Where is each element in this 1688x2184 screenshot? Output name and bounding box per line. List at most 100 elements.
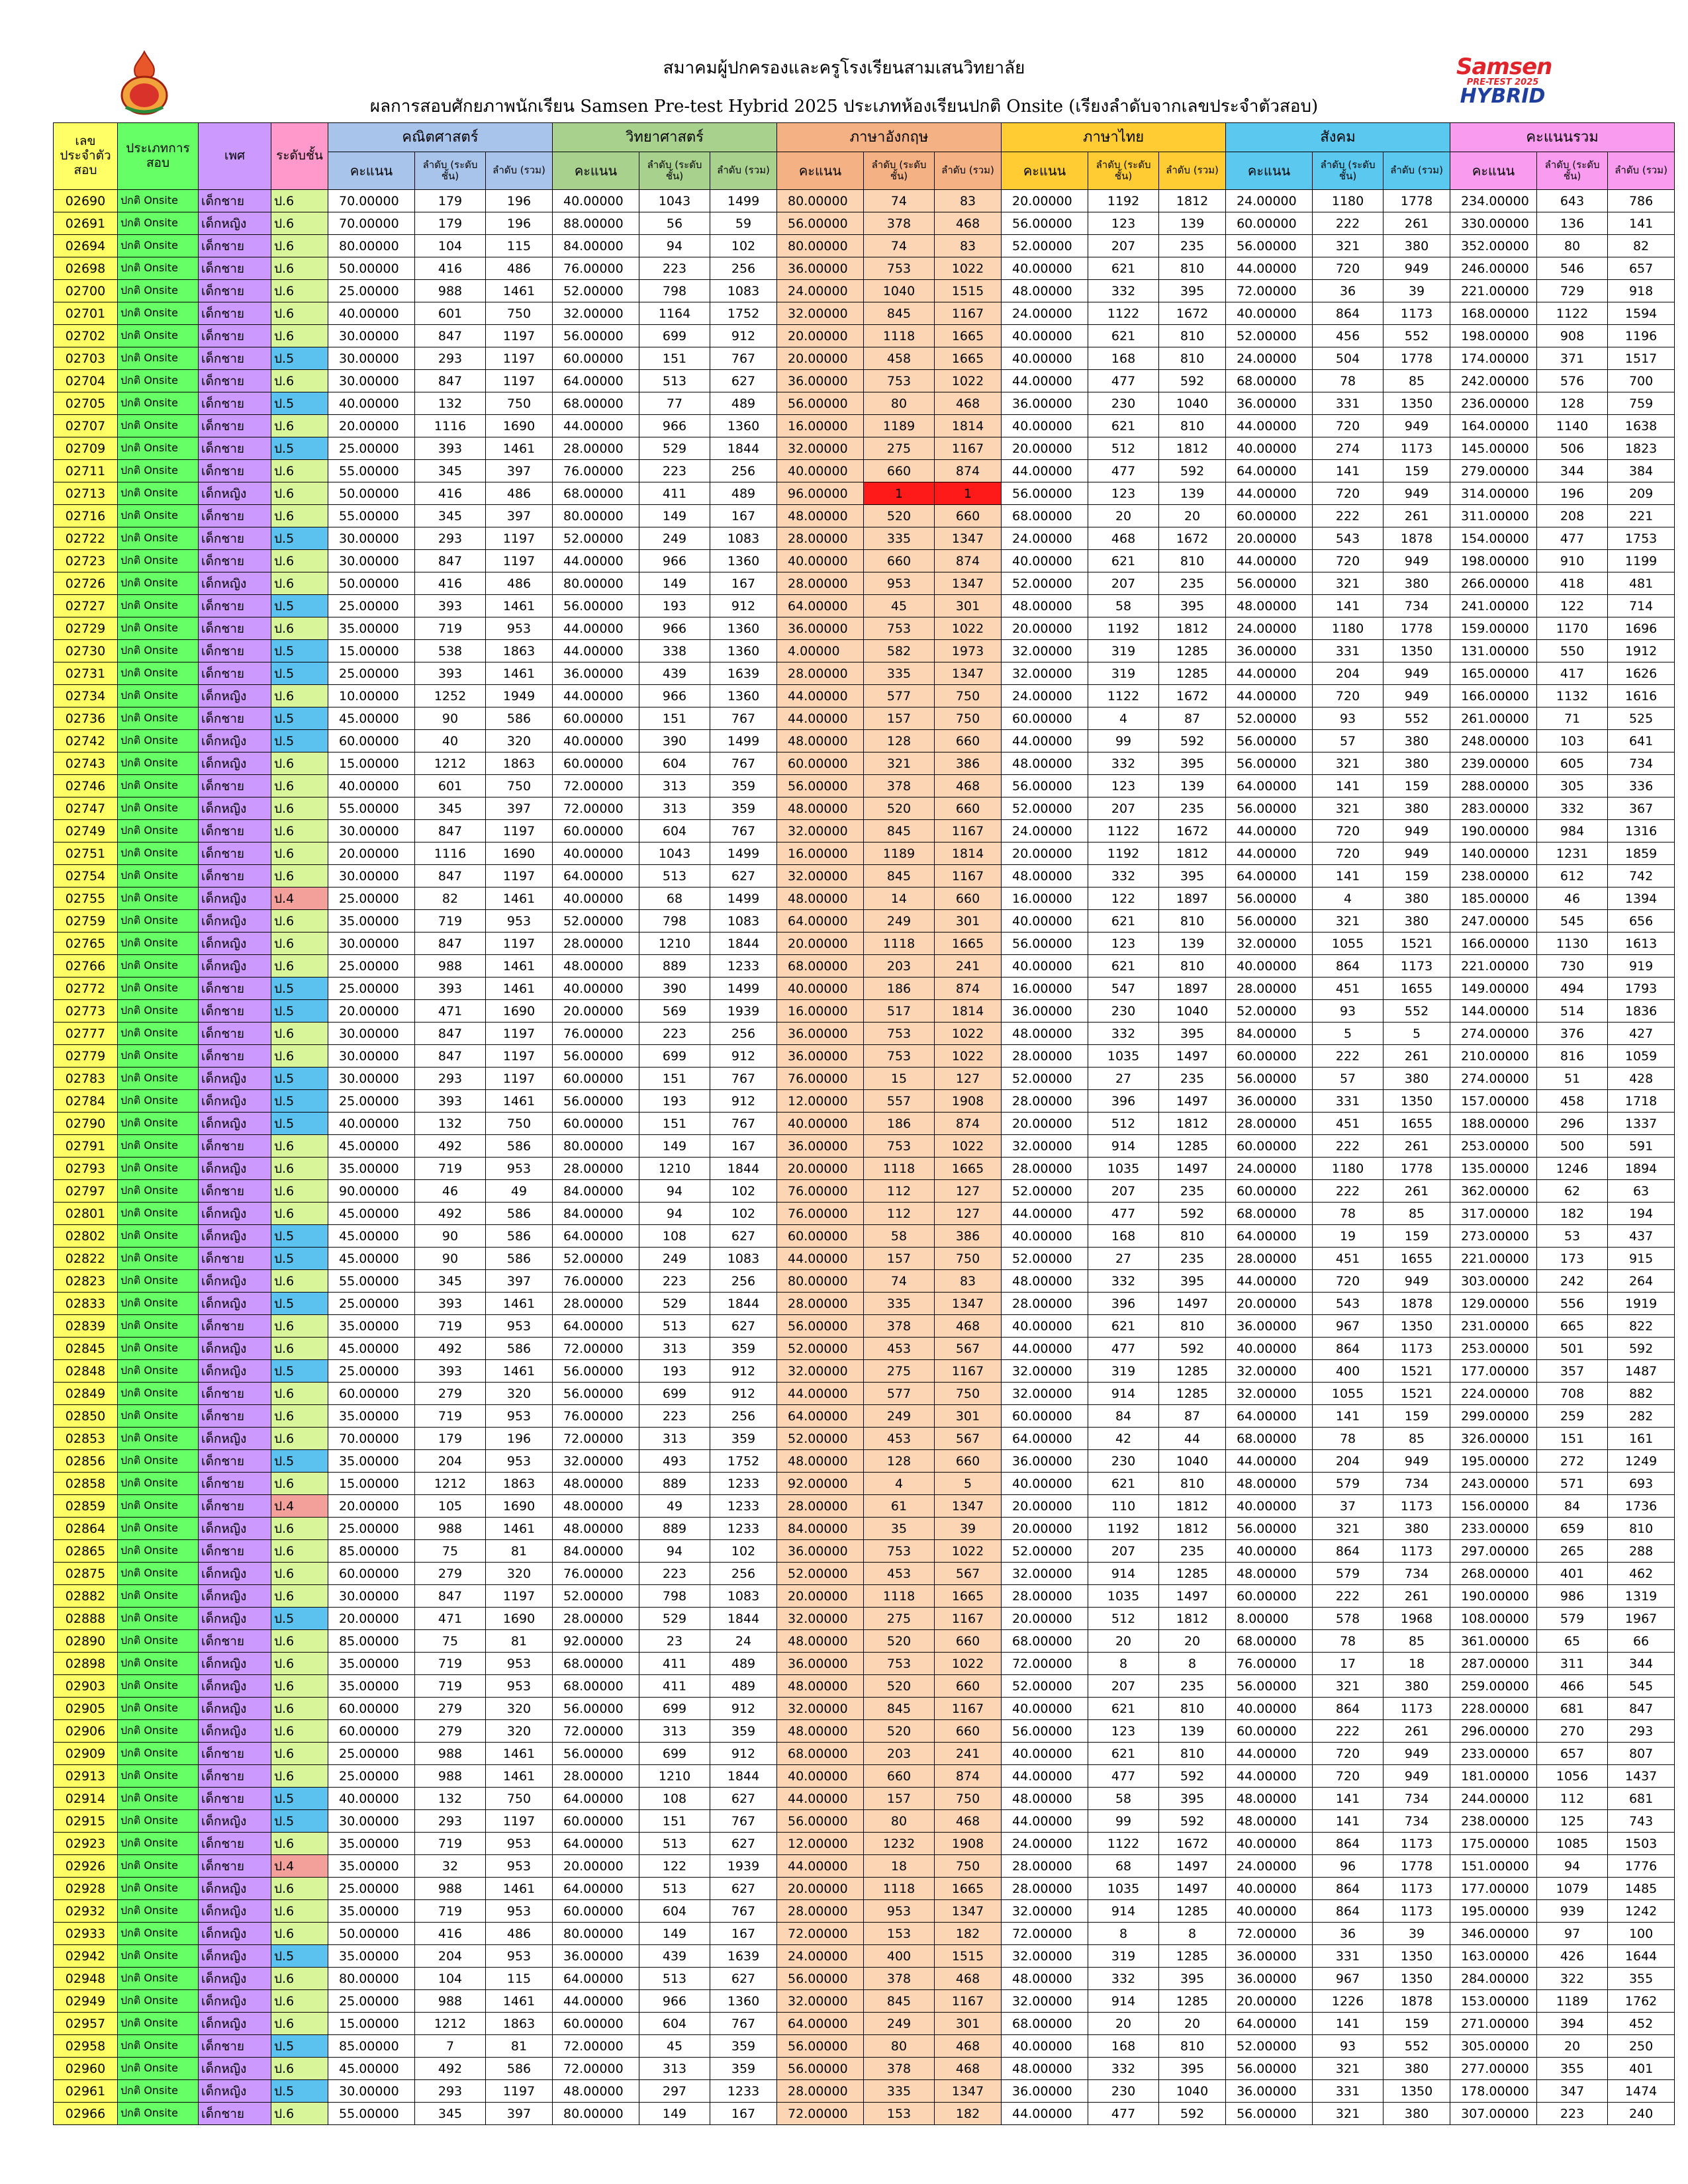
score-cell: 40.00000 (776, 549, 865, 572)
score-cell: 28.00000 (776, 527, 865, 550)
rank-cell: 847 (414, 1044, 486, 1068)
student-row: 02755 ปกติ Onsite เด็กหญิง ป.4 25.00000 82 146… (53, 887, 1675, 910)
rank-cell: 466 (1536, 1674, 1609, 1698)
score-cell: 16.00000 (1001, 887, 1089, 910)
score-cell: 20.00000 (1001, 1494, 1089, 1518)
score-cell: 15.00000 (328, 2012, 415, 2035)
cell-type: ปกติ Onsite (117, 1494, 199, 1518)
rank-cell: 230 (1088, 392, 1160, 415)
score-cell: 56.00000 (552, 1697, 639, 1720)
rank-cell: 1812 (1158, 1112, 1227, 1135)
rank-cell: 321 (1312, 572, 1384, 595)
student-row: 02822 ปกติ Onsite เด็กชาย ป.5 45.00000 90 586 5… (53, 1247, 1675, 1270)
score-cell: 72.00000 (552, 1719, 639, 1743)
cell-gender: เด็กหญิง (198, 1584, 271, 1608)
score-cell: 30.00000 (328, 2079, 415, 2103)
rank-cell: 209 (1607, 482, 1675, 505)
cell-level: ป.6 (271, 1022, 328, 1045)
rank-cell: 397 (485, 797, 553, 820)
cell-level: ป.5 (271, 1247, 328, 1270)
rank-cell: 889 (639, 1517, 710, 1540)
rank-cell: 396 (1088, 1089, 1160, 1113)
rank-cell: 915 (1607, 1247, 1675, 1270)
rank-cell: 27 (1088, 1247, 1160, 1270)
cell-id: 02779 (53, 1044, 118, 1068)
rank-cell: 520 (863, 797, 935, 820)
score-cell: 35.00000 (328, 1449, 415, 1473)
score-cell: 48.00000 (776, 797, 865, 820)
score-cell: 56.00000 (1001, 212, 1089, 235)
score-cell: 40.00000 (1001, 549, 1089, 572)
score-cell: 326.00000 (1450, 1427, 1538, 1450)
score-cell: 25.00000 (328, 1877, 415, 1900)
cell-id: 02898 (53, 1652, 118, 1675)
rank-cell: 123 (1088, 1719, 1160, 1743)
rank-cell: 720 (1312, 1742, 1384, 1765)
cell-level: ป.6 (271, 234, 328, 257)
rank-cell: 699 (639, 324, 710, 347)
rank-cell: 1461 (485, 1517, 553, 1540)
rank-cell: 241 (934, 954, 1002, 978)
cell-id: 02773 (53, 999, 118, 1023)
rank-cell: 235 (1158, 1179, 1227, 1203)
rank-cell: 621 (1088, 549, 1160, 572)
rank-cell: 380 (1383, 234, 1451, 257)
score-cell: 60.00000 (1225, 504, 1313, 527)
rank-cell: 397 (485, 1269, 553, 1293)
student-row: 02730 ปกติ Onsite เด็กชาย ป.5 15.00000 538 186… (53, 639, 1675, 662)
score-cell: 40.00000 (1001, 2034, 1089, 2058)
cell-gender: เด็กชาย (198, 819, 271, 842)
rank-cell: 767 (709, 1112, 778, 1135)
score-cell: 20.00000 (1001, 1607, 1089, 1630)
rank-cell: 753 (863, 1539, 935, 1563)
rank-cell: 512 (1088, 437, 1160, 460)
score-cell: 64.00000 (552, 1967, 639, 1990)
rank-cell: 1394 (1607, 887, 1675, 910)
score-cell: 44.00000 (552, 684, 639, 707)
rank-cell: 62 (1536, 1179, 1609, 1203)
rank-cell: 80 (863, 392, 935, 415)
score-cell: 60.00000 (552, 1809, 639, 1833)
student-row: 02960 ปกติ Onsite เด็กหญิง ป.6 45.00000 492 58… (53, 2057, 1675, 2080)
rank-cell: 207 (1088, 1179, 1160, 1203)
rank-cell: 1939 (709, 1854, 778, 1878)
rank-cell: 249 (863, 1404, 935, 1428)
rank-cell: 293 (414, 527, 486, 550)
rank-cell: 122 (1088, 887, 1160, 910)
score-cell: 48.00000 (1001, 1269, 1089, 1293)
score-cell: 56.00000 (1001, 932, 1089, 955)
rank-cell: 468 (934, 392, 1002, 415)
rank-cell: 1521 (1383, 1359, 1451, 1383)
column-header: ลำดับ (รวม) (709, 152, 778, 190)
rank-cell: 319 (1088, 1944, 1160, 1968)
cell-level: ป.5 (271, 1292, 328, 1315)
score-cell: 64.00000 (1225, 864, 1313, 887)
cell-gender: เด็กหญิง (198, 909, 271, 933)
score-cell: 32.00000 (1225, 932, 1313, 955)
score-cell: 40.00000 (1225, 1877, 1313, 1900)
cell-type: ปกติ Onsite (117, 392, 199, 415)
rank-cell: 753 (863, 1044, 935, 1068)
score-cell: 48.00000 (776, 1719, 865, 1743)
rank-cell: 1894 (1607, 1157, 1675, 1180)
rank-cell: 810 (1158, 1224, 1227, 1248)
rank-cell: 468 (934, 212, 1002, 235)
score-cell: 72.00000 (1225, 279, 1313, 302)
rank-cell: 767 (709, 819, 778, 842)
cell-level: ป.6 (271, 2012, 328, 2035)
rank-cell: 1180 (1312, 1157, 1384, 1180)
rank-cell: 1189 (1536, 1989, 1609, 2013)
score-cell: 28.00000 (776, 1899, 865, 1923)
score-cell: 8.00000 (1225, 1607, 1313, 1630)
score-cell: 190.00000 (1450, 1584, 1538, 1608)
rank-cell: 810 (1158, 1697, 1227, 1720)
cell-type: ปกติ Onsite (117, 1562, 199, 1585)
cell-gender: เด็กชาย (198, 2102, 271, 2125)
score-cell: 44.00000 (1001, 729, 1089, 752)
rank-cell: 953 (863, 572, 935, 595)
rank-cell: 912 (709, 594, 778, 617)
score-cell: 56.00000 (776, 2057, 865, 2080)
score-cell: 28.00000 (552, 1157, 639, 1180)
score-cell: 88.00000 (552, 212, 639, 235)
score-cell: 56.00000 (552, 1089, 639, 1113)
